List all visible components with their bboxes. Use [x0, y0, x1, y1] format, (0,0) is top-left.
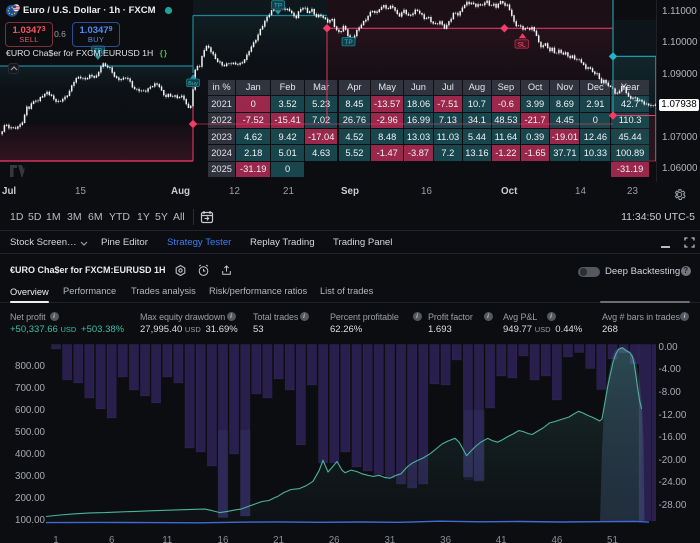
svg-text:TP: TP — [94, 47, 102, 54]
svg-text:TP: TP — [344, 39, 352, 46]
svg-text:SL: SL — [518, 41, 526, 48]
svg-text:TP: TP — [274, 2, 282, 9]
svg-text:Buy: Buy — [188, 81, 198, 87]
